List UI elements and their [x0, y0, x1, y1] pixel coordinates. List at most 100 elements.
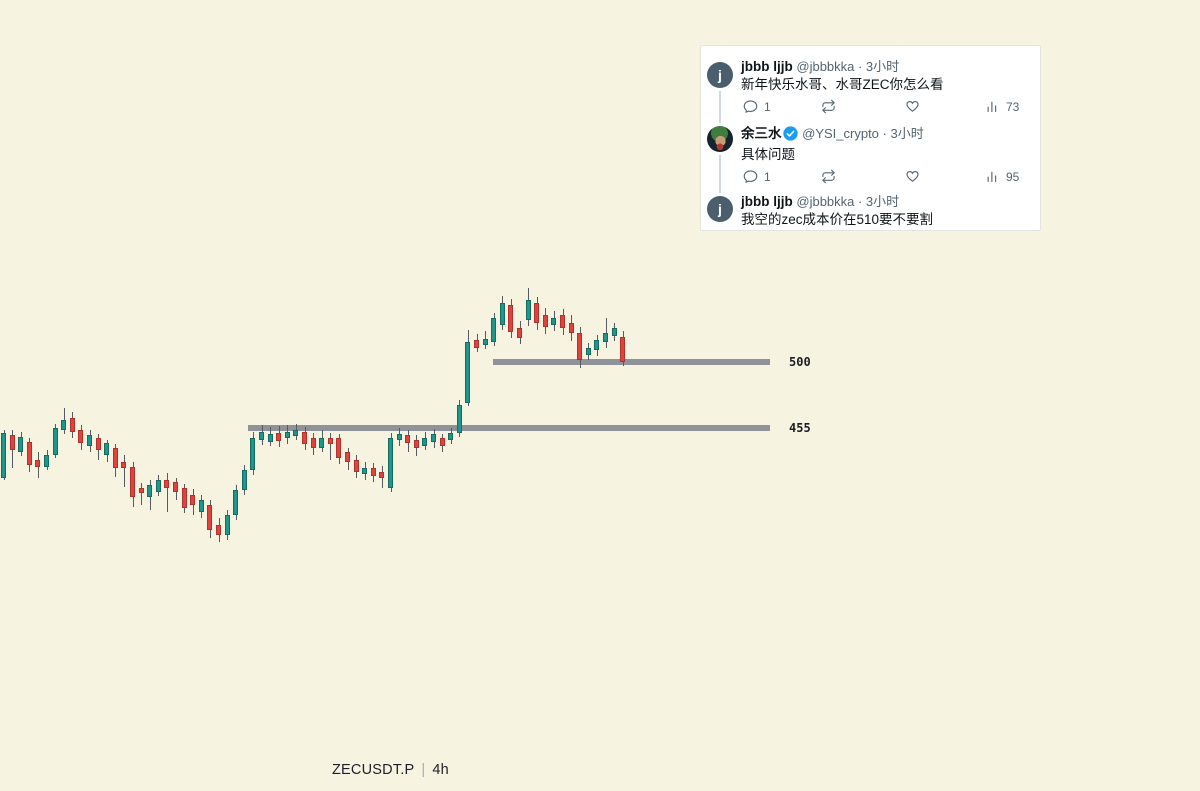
reply-button[interactable]: 1 — [743, 99, 771, 114]
interval-label: 4h — [432, 762, 449, 778]
tweet-header: jbbb ljjb @jbbbkka · 3小时 — [741, 194, 1032, 209]
candle-down — [181, 487, 187, 508]
reply-icon — [743, 170, 758, 183]
candle-up — [603, 332, 608, 343]
candle-up — [362, 468, 368, 475]
candle-down — [405, 435, 411, 443]
candle-down — [173, 481, 178, 492]
candle-up — [293, 430, 299, 437]
candle-up — [267, 434, 273, 442]
views-button[interactable]: 73 — [985, 99, 1019, 114]
candle-down — [216, 524, 221, 536]
reply-button[interactable]: 1 — [743, 169, 771, 184]
like-button[interactable] — [905, 99, 920, 114]
candle-down — [130, 467, 135, 497]
candle-down — [190, 495, 196, 505]
tweet-header: 余三水 @YSI_crypto · 3小时 — [741, 126, 1032, 144]
candle-up — [499, 303, 505, 326]
candle-down — [9, 435, 15, 450]
handle-and-time[interactable]: @jbbbkka · 3小时 — [796, 59, 900, 74]
retweet-button[interactable] — [821, 169, 836, 184]
candle-up — [198, 500, 204, 513]
candle-down — [112, 447, 118, 469]
candle-up — [465, 342, 471, 404]
candle-up — [431, 434, 436, 442]
candle-up — [456, 404, 462, 433]
retweet-icon — [822, 99, 835, 114]
candle-wick — [330, 432, 332, 460]
candle-up — [44, 454, 49, 467]
candle-down — [164, 480, 170, 488]
tweet-header: jbbb ljjb @jbbbkka · 3小时 — [741, 59, 1032, 74]
tweet[interactable]: 余三水 @YSI_crypto · 3小时 具体问题 1 95 — [741, 126, 1032, 187]
price-level-line[interactable] — [493, 359, 770, 365]
display-name[interactable]: jbbb ljjb — [741, 59, 793, 74]
avatar-photo[interactable] — [707, 126, 733, 152]
candle-up — [525, 299, 531, 321]
candle-up — [241, 469, 247, 491]
candle-down — [302, 431, 307, 444]
view-count: 73 — [1006, 99, 1020, 114]
tweet[interactable]: jbbb ljjb @jbbbkka · 3小时 我空的zec成本价在510要不… — [741, 194, 1032, 227]
candle-down — [276, 432, 282, 442]
candle-up — [259, 431, 264, 441]
separator: | — [421, 762, 426, 778]
candle-up — [61, 419, 67, 431]
candle-down — [508, 304, 514, 332]
candle-down — [577, 332, 583, 360]
handle-and-time[interactable]: @YSI_crypto · 3小时 — [802, 126, 924, 141]
avatar[interactable]: j — [707, 62, 733, 88]
candle-down — [542, 315, 548, 327]
view-count: 95 — [1006, 169, 1020, 184]
price-level-line[interactable] — [248, 425, 770, 431]
tweet-actions: 1 95 — [741, 169, 1032, 187]
price-level-label: 455 — [789, 421, 811, 435]
candle-down — [379, 472, 385, 478]
candle-down — [336, 437, 342, 459]
candle-down — [534, 303, 540, 323]
candle-up — [147, 485, 153, 497]
candle-up — [1, 432, 6, 478]
candle-down — [69, 418, 75, 432]
candle-up — [87, 435, 92, 447]
candle-up — [284, 431, 290, 438]
candle-down — [26, 441, 32, 465]
candle-up — [594, 340, 600, 350]
candle-up — [250, 437, 256, 470]
candle-down — [353, 459, 359, 472]
handle-and-time[interactable]: @jbbbkka · 3小时 — [796, 194, 900, 209]
candle-up — [388, 437, 393, 488]
candle-down — [517, 327, 522, 338]
candle-up — [585, 348, 591, 355]
candle-up — [611, 327, 617, 337]
reply-count: 1 — [764, 169, 771, 184]
tweet-text: 我空的zec成本价在510要不要割 — [741, 212, 934, 227]
candle-up — [482, 338, 488, 345]
candle-down — [78, 430, 84, 443]
thread-line — [719, 155, 721, 193]
avatar[interactable]: j — [707, 196, 733, 222]
heart-icon — [906, 100, 919, 112]
candle-down — [439, 437, 445, 447]
tweet-text: 具体问题 — [741, 147, 795, 162]
candle-up — [551, 318, 557, 326]
views-button[interactable]: 95 — [985, 169, 1019, 184]
candle-down — [310, 437, 316, 448]
candle-down — [121, 462, 127, 469]
tweet[interactable]: jbbb ljjb @jbbbkka · 3小时 新年快乐水哥、水哥ZEC你怎么… — [741, 59, 1032, 117]
candle-up — [224, 514, 230, 536]
display-name[interactable]: 余三水 — [741, 126, 782, 141]
candle-up — [448, 432, 454, 441]
verified-badge-icon — [782, 126, 798, 144]
like-button[interactable] — [905, 169, 920, 184]
candle-down — [327, 437, 333, 444]
views-icon — [987, 101, 997, 113]
retweet-button[interactable] — [821, 99, 836, 114]
reply-count: 1 — [764, 99, 771, 114]
price-level-label: 500 — [789, 355, 811, 369]
views-icon — [987, 171, 997, 183]
display-name[interactable]: jbbb ljjb — [741, 194, 793, 209]
candle-down — [560, 315, 565, 328]
tweet-text: 新年快乐水哥、水哥ZEC你怎么看 — [741, 77, 944, 92]
